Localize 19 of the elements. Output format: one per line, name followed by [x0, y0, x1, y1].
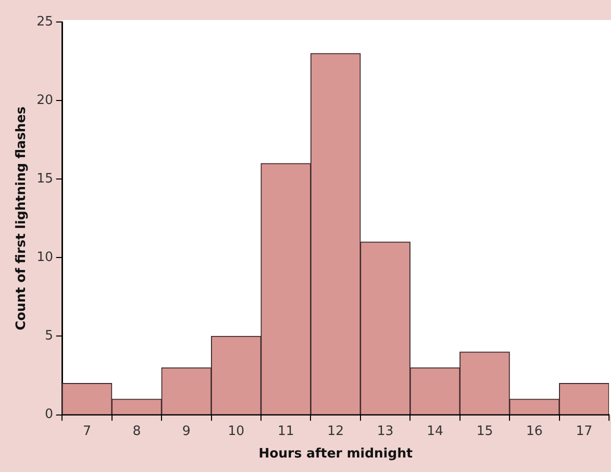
- y-tick-label: 15: [36, 171, 54, 186]
- x-tick-label: 10: [228, 424, 244, 439]
- y-tick-label: 0: [44, 407, 54, 422]
- x-tick-label: 13: [377, 424, 394, 439]
- x-tick-label: 12: [327, 424, 344, 439]
- x-tick-label: 9: [182, 424, 191, 439]
- x-tick-label: 14: [426, 424, 444, 439]
- x-tick-label: 17: [576, 424, 592, 439]
- y-tick-label: 25: [36, 14, 54, 30]
- y-tick-label: 10: [36, 250, 54, 266]
- y-tick-label: 20: [36, 92, 54, 108]
- x-axis-title: Hours after midnight: [258, 446, 413, 462]
- x-tick-label: 8: [132, 424, 141, 439]
- y-axis-title: Count of first lightning flashes: [14, 106, 30, 330]
- x-tick-label: 16: [526, 424, 543, 439]
- x-tick-label: 11: [278, 424, 294, 439]
- x-tick-label: 15: [476, 424, 493, 439]
- x-tick-label: 7: [82, 424, 92, 439]
- y-tick-label: 5: [44, 328, 54, 344]
